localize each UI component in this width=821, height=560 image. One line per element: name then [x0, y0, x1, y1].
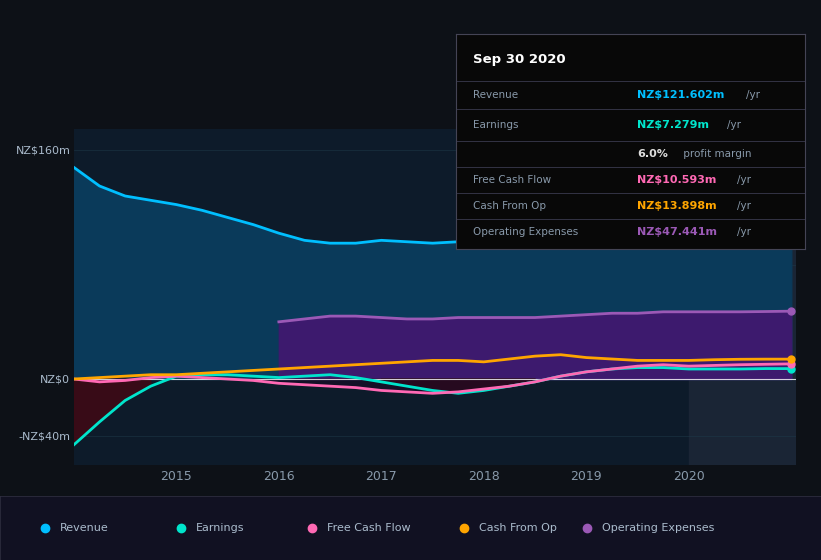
Text: /yr: /yr: [736, 227, 750, 237]
Text: NZ$7.279m: NZ$7.279m: [637, 120, 709, 130]
Text: /yr: /yr: [736, 201, 750, 211]
Text: Cash From Op: Cash From Op: [473, 201, 546, 211]
Text: NZ$13.898m: NZ$13.898m: [637, 201, 717, 211]
Text: /yr: /yr: [736, 175, 750, 185]
Text: NZ$121.602m: NZ$121.602m: [637, 90, 724, 100]
Text: Earnings: Earnings: [195, 523, 244, 533]
Text: Operating Expenses: Operating Expenses: [602, 523, 714, 533]
Text: Operating Expenses: Operating Expenses: [473, 227, 578, 237]
Text: Earnings: Earnings: [473, 120, 519, 130]
Text: -NZ$40m: -NZ$40m: [18, 431, 71, 441]
Text: /yr: /yr: [727, 120, 741, 130]
Text: profit margin: profit margin: [680, 150, 751, 160]
Text: Free Cash Flow: Free Cash Flow: [327, 523, 410, 533]
Text: Sep 30 2020: Sep 30 2020: [473, 53, 566, 66]
Text: NZ$0: NZ$0: [40, 374, 71, 384]
Text: NZ$10.593m: NZ$10.593m: [637, 175, 717, 185]
Bar: [689, 129, 796, 465]
Text: Revenue: Revenue: [60, 523, 108, 533]
Text: /yr: /yr: [746, 90, 760, 100]
Text: Revenue: Revenue: [473, 90, 518, 100]
Text: NZ$160m: NZ$160m: [16, 145, 71, 155]
Text: Free Cash Flow: Free Cash Flow: [473, 175, 551, 185]
Text: NZ$47.441m: NZ$47.441m: [637, 227, 717, 237]
Text: 6.0%: 6.0%: [637, 150, 668, 160]
Text: Cash From Op: Cash From Op: [479, 523, 557, 533]
